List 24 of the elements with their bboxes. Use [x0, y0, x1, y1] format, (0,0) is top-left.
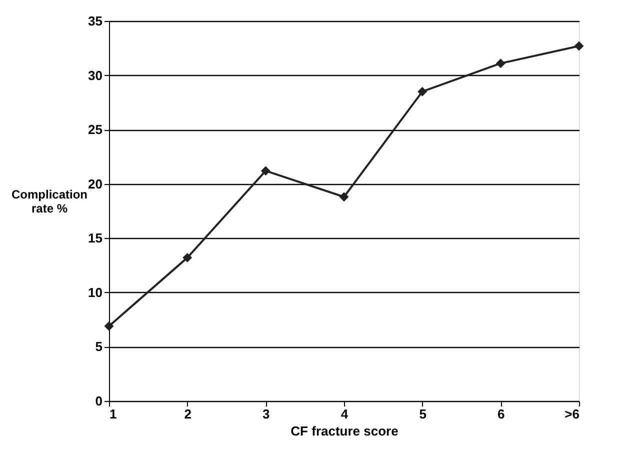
y-tick-label: 0 [95, 394, 102, 408]
x-tick-label: 6 [498, 406, 505, 422]
point [418, 86, 428, 96]
y-tick-label: 5 [95, 339, 102, 354]
x-axis-title: CF fracture score [290, 424, 398, 438]
y-tick-label: 15 [88, 230, 102, 246]
x-tick-label: >6 [564, 406, 580, 422]
y-tick-label: 10 [88, 284, 102, 300]
x-tick-label: 2 [184, 406, 192, 422]
point [339, 192, 349, 202]
point [104, 321, 114, 331]
y-tick-label: 20 [88, 176, 102, 192]
point [182, 252, 192, 262]
y-tick-label: 30 [88, 68, 102, 83]
point [496, 58, 506, 68]
x-tick-label: 1 [110, 406, 117, 422]
point [574, 41, 584, 51]
x-tick-label: 4 [340, 406, 349, 422]
y-tick-label: 35 [88, 14, 102, 28]
y-axis-title: Complication rate % [11, 188, 88, 216]
point [260, 166, 270, 176]
x-tick-label: 3 [262, 406, 270, 422]
y-tick-label: 25 [88, 122, 102, 138]
x-tick-label: 5 [419, 406, 426, 422]
